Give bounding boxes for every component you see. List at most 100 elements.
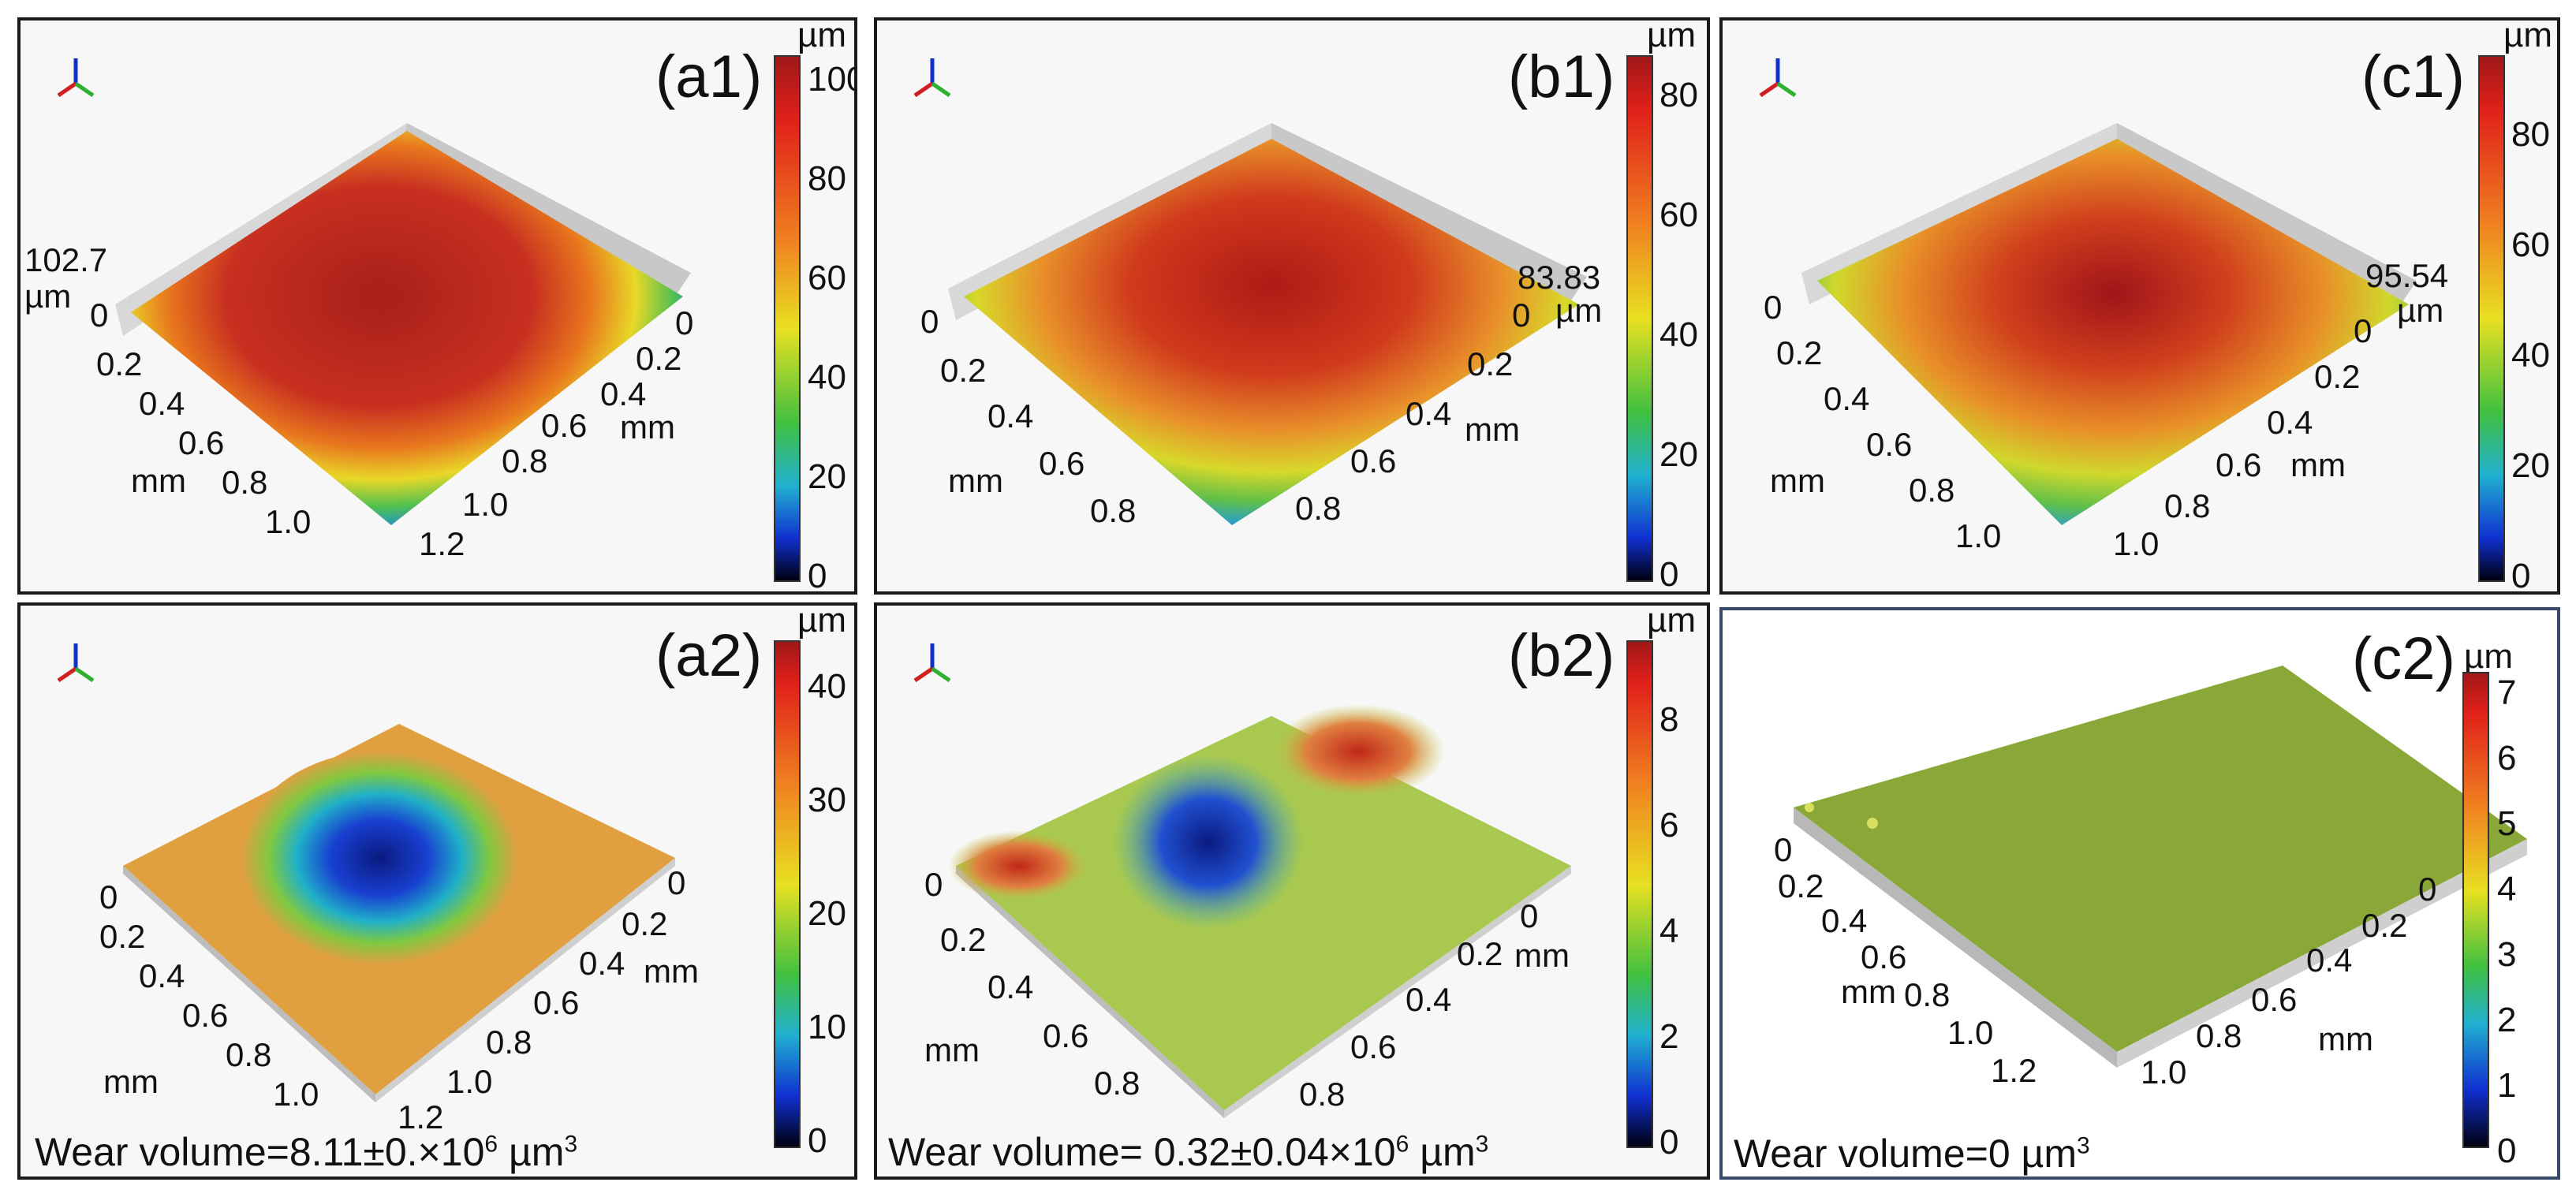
axis-tick: 0.6: [1866, 426, 1913, 463]
axis-tick: 1.2: [398, 1098, 444, 1135]
panel-c1: (c1) µm 80 60 40 20 0 95.54 µm 0 0.2 0.4…: [1719, 17, 2560, 595]
axis-tick: 0.4: [139, 385, 185, 422]
axis-tick: 0.6: [1861, 938, 1907, 975]
colorbar-tick: 0: [808, 557, 827, 595]
axis-tick: 0.6: [182, 997, 229, 1034]
axis-tick: 0.8: [2164, 487, 2211, 524]
axis-tick: 0: [2354, 312, 2373, 349]
surface-b1: [948, 123, 1587, 525]
colorbar-tick: 20: [2511, 446, 2550, 485]
xyz-axes-icon: [52, 637, 99, 692]
xyz-axes-icon: [909, 637, 956, 692]
wear-volume-text: Wear volume=0 µm3: [1734, 1131, 2090, 1176]
axis-unit: mm: [1465, 411, 1520, 448]
axis-tick: 0.2: [1778, 867, 1824, 904]
axis-tick: 0.8: [1094, 1065, 1141, 1102]
axis-tick: 0.6: [2251, 981, 2298, 1018]
colorbar-tick: 100: [808, 60, 854, 99]
axis-tick: 0.4: [2267, 404, 2313, 441]
axis-unit: mm: [620, 408, 675, 446]
colorbar-tick: 0: [2511, 557, 2531, 595]
height-label: 102.7: [24, 241, 108, 278]
panel-label: (b1): [1508, 43, 1615, 110]
wear-volume-exponent: 3: [2077, 1132, 2090, 1159]
axis-tick: 0.8: [1295, 490, 1342, 527]
axis-tick: 0.6: [1350, 442, 1397, 479]
axis-tick: 0: [1520, 897, 1539, 934]
axis-tick: 0.8: [1299, 1076, 1346, 1113]
axis-unit: mm: [924, 1031, 980, 1068]
wear-volume-text: Wear volume=8.11±0.×106 µm3: [35, 1129, 577, 1175]
colorbar-tick: 5: [2497, 804, 2517, 843]
colorbar-unit: µm: [2464, 637, 2514, 676]
panel-a1: (a1) µm 100 80 60 40 20 0 102.7 µm 0 0.2…: [17, 17, 857, 595]
axis-tick: 0.6: [541, 407, 588, 444]
axis-tick: 0: [667, 864, 686, 901]
axis-tick: 0.8: [1909, 472, 1955, 509]
axis-unit: mm: [103, 1063, 159, 1100]
colorbar-tick: 0: [808, 1121, 827, 1160]
wear-volume-unit-exponent: 3: [564, 1131, 578, 1158]
colorbar-tick: 20: [808, 457, 846, 496]
axis-unit: mm: [131, 462, 186, 499]
height-unit: µm: [24, 278, 72, 315]
wear-volume-unit-exponent: 3: [1475, 1131, 1489, 1158]
axis-tick: 0.6: [178, 424, 225, 461]
xyz-axes-icon: [52, 52, 99, 107]
axis-tick: 1.2: [1991, 1052, 2037, 1089]
axis-tick: 0.2: [1467, 345, 1514, 382]
colorbar-tick: 20: [1659, 435, 1698, 474]
colorbar-tick: 60: [1659, 196, 1698, 234]
axis-tick: 0.2: [940, 352, 987, 389]
wear-volume-text: Wear volume= 0.32±0.04×106 µm3: [888, 1129, 1488, 1175]
panel-label: (a1): [655, 43, 763, 110]
axis-tick: 1.0: [2113, 525, 2160, 562]
axis-tick: 0.8: [2196, 1017, 2242, 1054]
colorbar-unit: µm: [2503, 17, 2553, 54]
axis-unit: mm: [1770, 462, 1825, 499]
axis-tick: 0.4: [139, 957, 185, 994]
colorbar-tick: 0: [1659, 1123, 1679, 1162]
colorbar-tick: 30: [808, 781, 846, 819]
wear-region-high: [1271, 704, 1445, 799]
axis-tick: 1.0: [1947, 1014, 1994, 1051]
axis-unit: mm: [1841, 973, 1896, 1010]
axis-tick: 0.4: [1821, 902, 1868, 939]
axis-tick: 0.6: [533, 984, 580, 1021]
axis-tick: 1.0: [462, 486, 509, 523]
axis-tick: 1.0: [1955, 517, 2002, 554]
height-label: 83.83: [1518, 259, 1601, 296]
colorbar-tick: 40: [1659, 315, 1698, 354]
axis-tick: 0: [90, 296, 109, 334]
colorbar: [2478, 55, 2505, 582]
colorbar-tick: 6: [1659, 806, 1679, 845]
axis-tick: 0.2: [636, 340, 682, 377]
colorbar-tick: 40: [2511, 336, 2550, 375]
surface-c2-height-map: [1794, 666, 2527, 1052]
axis-tick: 0.4: [1406, 395, 1452, 432]
wear-volume-exponent: 6: [1395, 1131, 1409, 1158]
axis-unit: mm: [1514, 937, 1570, 974]
colorbar: [774, 640, 801, 1148]
height-unit: µm: [2397, 292, 2444, 329]
axis-tick: 0.2: [2361, 907, 2408, 944]
axis-unit: mm: [948, 462, 1003, 499]
colorbar: [774, 55, 801, 582]
axis-tick: 0.2: [622, 905, 668, 942]
axis-tick: 0: [1774, 831, 1793, 868]
colorbar-tick: 80: [808, 159, 846, 198]
axis-tick: 0.4: [579, 945, 625, 982]
axis-tick: 0.2: [1457, 935, 1503, 972]
height-label: 95.54: [2365, 257, 2449, 294]
axis-tick: 0.4: [2306, 942, 2353, 979]
surface-a1-height-map: [131, 131, 683, 525]
colorbar: [2462, 672, 2489, 1148]
colorbar-tick: 0: [2497, 1132, 2517, 1170]
colorbar-tick: 3: [2497, 935, 2517, 974]
axis-tick: 0.8: [226, 1036, 272, 1073]
panel-c2: (c2) µm 7 6 5 4 3 2 1 0 0 0.2 0.4 0.6 0.…: [1719, 607, 2560, 1180]
colorbar-unit: µm: [1647, 602, 1697, 640]
axis-tick: 1.0: [2141, 1053, 2187, 1091]
colorbar-tick: 40: [808, 667, 846, 706]
colorbar-tick: 4: [2497, 870, 2517, 908]
